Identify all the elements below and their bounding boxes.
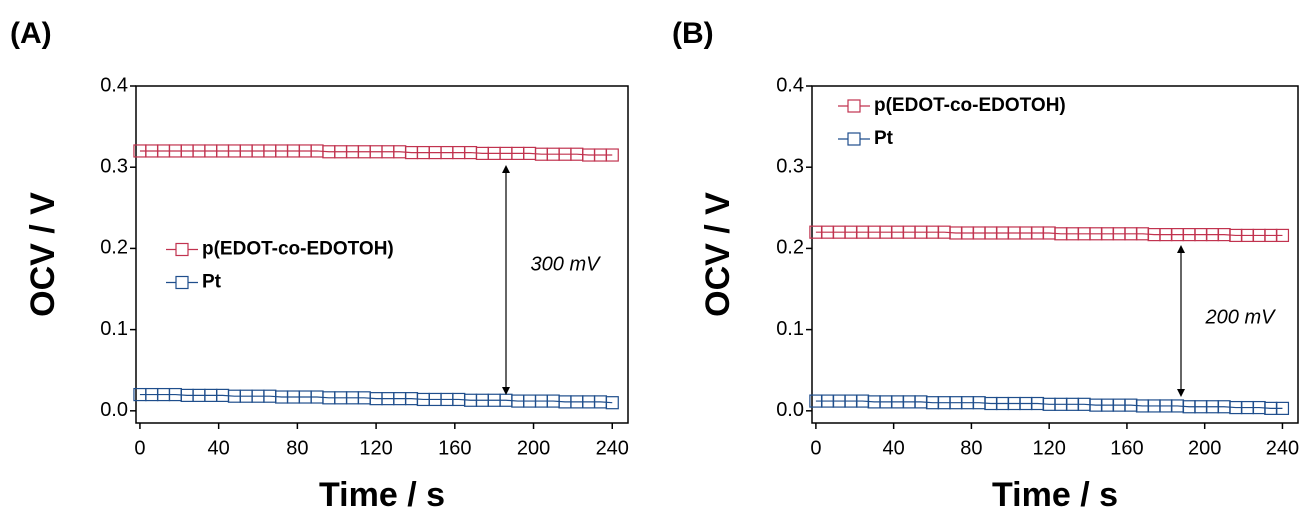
y-tick-label: 0.4: [776, 74, 804, 96]
series-line: [815, 231, 1283, 237]
marker: [1275, 401, 1290, 415]
x-tick-label: 0: [134, 437, 145, 459]
x-tick-label: 40: [883, 437, 905, 459]
y-tick-label: 0.4: [100, 74, 128, 96]
x-axis-title: Time / s: [319, 476, 445, 514]
annotation: 300 mV: [531, 253, 602, 275]
y-tick-label: 0.2: [100, 237, 128, 259]
legend-label: Pt: [202, 272, 222, 293]
x-tick-label: 160: [438, 437, 471, 459]
panel: (B) 0 40 80 120 160 200 240 0.0 0.1 0.2 0.3 0.4 Time …: [672, 17, 1299, 514]
legend-marker: [847, 99, 861, 113]
x-tick-label: 160: [1110, 437, 1143, 459]
legend-label: p(EDOT-co-EDOTOH): [202, 239, 394, 260]
x-tick-label: 120: [1032, 437, 1065, 459]
marker: [605, 148, 619, 162]
panel-label: (A): [10, 17, 52, 50]
y-axis-title: OCV / V: [24, 192, 62, 317]
y-tick-label: 0.0: [776, 399, 804, 421]
x-tick-label: 40: [208, 437, 230, 459]
marker: [605, 396, 619, 410]
legend-label: p(EDOT-co-EDOTOH): [874, 95, 1066, 116]
x-tick-label: 240: [1266, 437, 1299, 459]
legend-marker: [175, 275, 189, 290]
x-tick-label: 80: [960, 437, 982, 459]
x-tick-label: 120: [359, 437, 392, 459]
legend-marker: [847, 132, 861, 146]
plot-frame: [811, 85, 1299, 424]
legend-marker: [175, 242, 189, 257]
annotation: 200 mV: [1205, 306, 1277, 328]
y-tick-label: 0.2: [776, 237, 804, 259]
x-tick-label: 80: [286, 437, 308, 459]
series-line: [139, 150, 613, 156]
x-tick-label: 200: [1188, 437, 1221, 459]
y-tick-label: 0.3: [100, 155, 128, 177]
y-tick-label: 0.1: [100, 318, 128, 340]
series-line: [815, 400, 1283, 409]
y-tick-label: 0.1: [776, 318, 804, 340]
x-axis-title: Time / s: [992, 476, 1118, 514]
x-tick-label: 0: [810, 437, 821, 459]
y-tick-label: 0.3: [776, 155, 804, 177]
x-tick-label: 240: [596, 437, 629, 459]
y-axis-title: OCV / V: [699, 192, 737, 317]
panel: (A) 0 40 80 120 160 200 240 0.0 0.1 0.2 0.3 0.4 Time …: [10, 17, 629, 514]
y-tick-label: 0.0: [100, 399, 128, 421]
x-tick-label: 200: [517, 437, 550, 459]
marker: [1275, 228, 1290, 243]
plot-frame: [135, 85, 629, 424]
panel-label: (B): [672, 17, 714, 50]
legend-label: Pt: [874, 128, 894, 149]
series-line: [139, 393, 613, 404]
